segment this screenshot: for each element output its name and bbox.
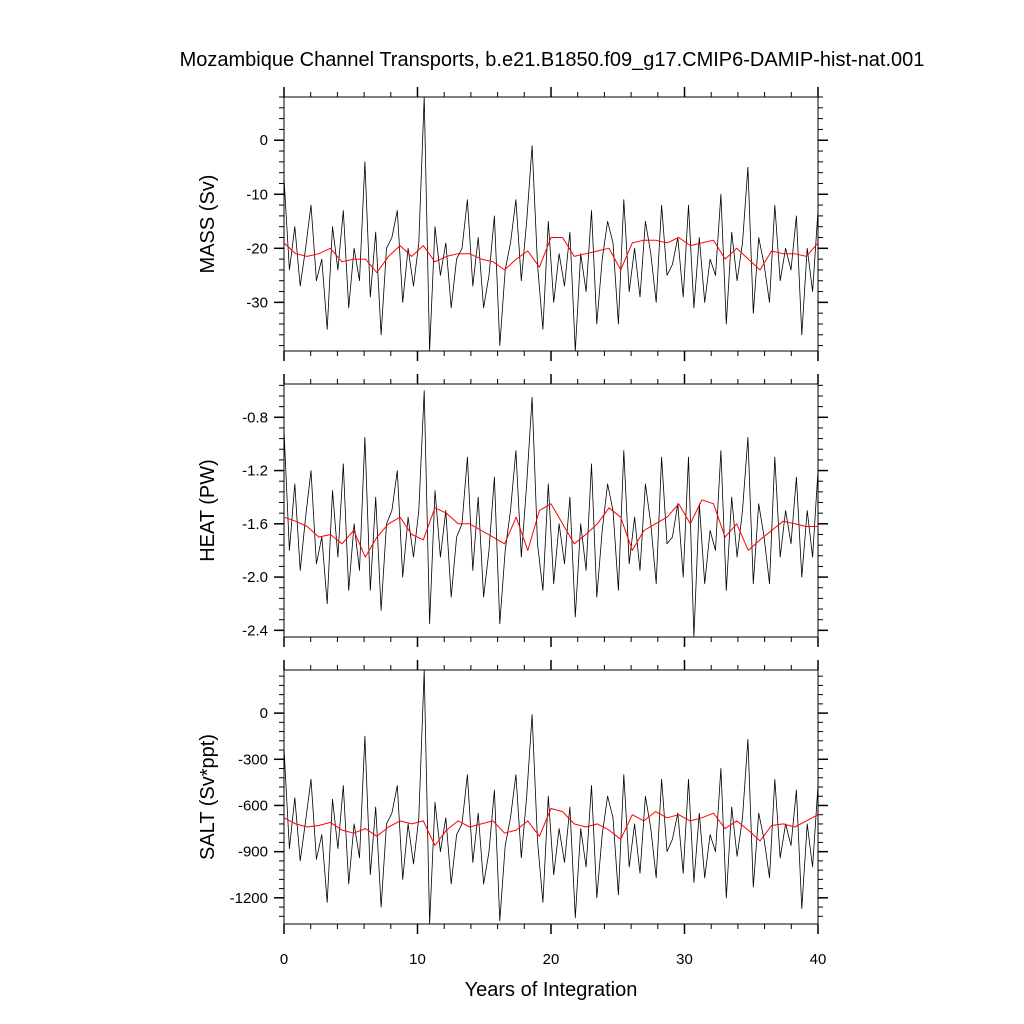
x-tick-label: 40 (810, 951, 827, 968)
panel-3: 0 -300 -600 -900 -1200 SALT (Sv*ppt) (197, 660, 828, 934)
x-tick-label: 10 (409, 951, 426, 968)
x-tick-label: 20 (543, 951, 560, 968)
x-tick-label: 0 (280, 951, 288, 968)
y-tick-label: -2.4 (242, 622, 268, 639)
series-line-monthly (283, 390, 819, 638)
panel-frame (283, 669, 819, 925)
y-axis-title: MASS (Sv) (197, 175, 219, 274)
y-tick-label: -300 (238, 751, 268, 768)
series-line-annual (283, 808, 819, 846)
y-tick-label: -1.6 (242, 516, 268, 533)
panel-2: -0.8 -1.2 -1.6 -2.0 -2.4 HEAT (PW) (197, 374, 828, 647)
panel-frame (283, 96, 819, 352)
series-line-annual (283, 237, 819, 274)
y-tick-label: -1200 (230, 890, 268, 907)
y-tick-label: 0 (260, 132, 268, 149)
series-line-monthly (283, 669, 819, 925)
y-tick-label: -900 (238, 844, 268, 861)
y-axis-title: HEAT (PW) (197, 459, 219, 562)
chart-title: Mozambique Channel Transports, b.e21.B18… (180, 49, 925, 71)
y-tick-label: -10 (246, 186, 268, 203)
y-tick-label: 0 (260, 705, 268, 722)
x-axis-title: Years of Integration (465, 979, 638, 1001)
y-tick-label: -0.8 (242, 409, 268, 426)
y-tick-label: -20 (246, 240, 268, 257)
y-axis-title: SALT (Sv*ppt) (197, 734, 219, 860)
y-tick-label: -600 (238, 797, 268, 814)
y-tick-label: -2.0 (242, 569, 268, 586)
series-line-monthly (283, 96, 819, 352)
series-line-annual (283, 499, 818, 558)
y-tick-label: -30 (246, 294, 268, 311)
panel-1: 0 -10 -20 -30 MASS (Sv) (197, 87, 828, 361)
panel-frame (283, 383, 819, 638)
x-tick-label: 30 (676, 951, 693, 968)
y-tick-label: -1.2 (242, 463, 268, 480)
chart-panels: 0 -10 -20 -30 MASS (Sv) -0.8 -1.2 -1.6 -2.0 -2.4 H… (197, 87, 828, 968)
